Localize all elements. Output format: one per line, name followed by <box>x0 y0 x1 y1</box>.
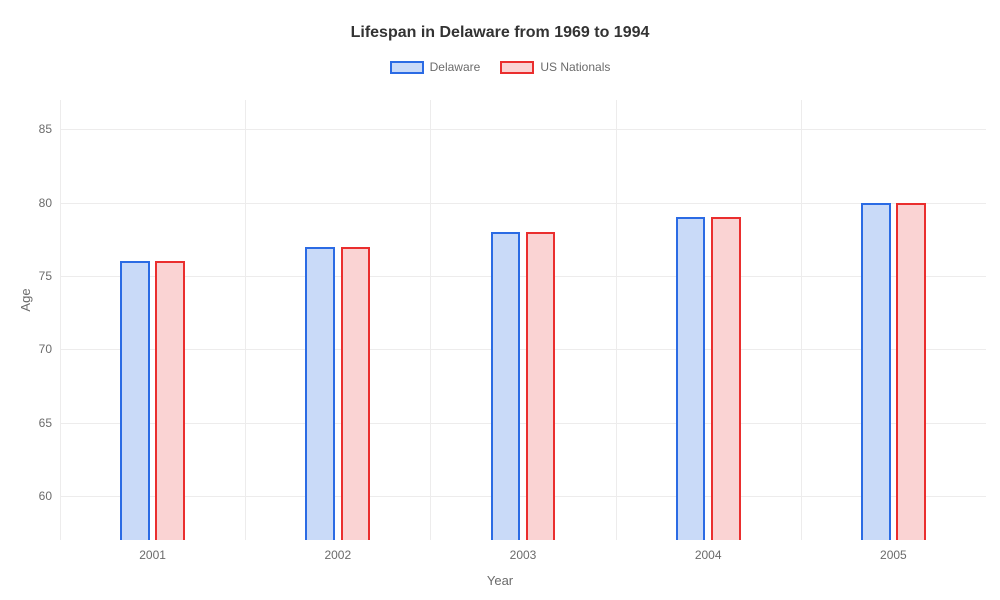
x-tick-label: 2001 <box>139 540 166 562</box>
legend-swatch <box>500 61 534 74</box>
plot-area: 60657075808520012002200320042005 <box>60 100 986 540</box>
gridline-horizontal <box>60 423 986 424</box>
bar <box>861 203 891 540</box>
x-tick-label: 2003 <box>510 540 537 562</box>
gridline-vertical <box>801 100 802 540</box>
gridline-vertical <box>245 100 246 540</box>
bar <box>155 261 185 540</box>
gridline-horizontal <box>60 203 986 204</box>
y-tick-label: 60 <box>39 489 60 503</box>
legend-label: US Nationals <box>540 60 610 74</box>
gridline-vertical <box>616 100 617 540</box>
x-tick-label: 2005 <box>880 540 907 562</box>
bar <box>341 247 371 540</box>
gridline-horizontal <box>60 276 986 277</box>
y-tick-label: 80 <box>39 196 60 210</box>
gridline-vertical <box>430 100 431 540</box>
legend: Delaware US Nationals <box>0 60 1000 74</box>
bar <box>491 232 521 540</box>
gridline-horizontal <box>60 496 986 497</box>
bar <box>896 203 926 540</box>
x-tick-label: 2004 <box>695 540 722 562</box>
y-tick-label: 85 <box>39 122 60 136</box>
bar <box>526 232 556 540</box>
y-tick-label: 70 <box>39 342 60 356</box>
y-tick-label: 65 <box>39 416 60 430</box>
legend-item: US Nationals <box>500 60 610 74</box>
gridline-horizontal <box>60 129 986 130</box>
gridline-vertical <box>60 100 61 540</box>
bar <box>711 217 741 540</box>
bar <box>120 261 150 540</box>
legend-swatch <box>390 61 424 74</box>
y-tick-label: 75 <box>39 269 60 283</box>
legend-item: Delaware <box>390 60 481 74</box>
y-axis-label: Age <box>18 288 33 311</box>
legend-label: Delaware <box>430 60 481 74</box>
x-tick-label: 2002 <box>324 540 351 562</box>
chart-title: Lifespan in Delaware from 1969 to 1994 <box>0 0 1000 42</box>
x-axis-label: Year <box>487 573 513 588</box>
bar <box>305 247 335 540</box>
gridline-horizontal <box>60 349 986 350</box>
bar <box>676 217 706 540</box>
